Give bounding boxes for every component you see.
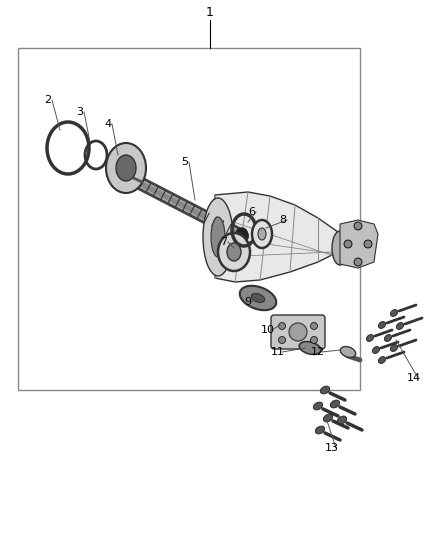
Ellipse shape	[251, 294, 265, 302]
Ellipse shape	[330, 400, 340, 408]
Ellipse shape	[378, 357, 385, 364]
Ellipse shape	[252, 220, 272, 248]
Polygon shape	[215, 192, 345, 282]
Ellipse shape	[390, 310, 398, 317]
Circle shape	[344, 240, 352, 248]
Text: 4: 4	[104, 119, 112, 129]
Ellipse shape	[227, 243, 241, 261]
Text: 14: 14	[407, 373, 421, 383]
FancyBboxPatch shape	[271, 315, 325, 349]
Ellipse shape	[396, 322, 404, 329]
Bar	[18, 48, 360, 390]
Text: 7: 7	[220, 237, 228, 247]
Circle shape	[279, 322, 286, 329]
Ellipse shape	[289, 323, 307, 341]
Circle shape	[354, 222, 362, 230]
Text: 3: 3	[77, 107, 84, 117]
Circle shape	[364, 240, 372, 248]
Text: 12: 12	[311, 347, 325, 357]
Ellipse shape	[240, 286, 276, 310]
Text: 10: 10	[261, 325, 275, 335]
Ellipse shape	[390, 344, 398, 351]
Ellipse shape	[385, 335, 392, 342]
Ellipse shape	[203, 198, 233, 276]
Text: 2: 2	[44, 95, 52, 105]
Ellipse shape	[211, 217, 225, 257]
Text: 8: 8	[279, 215, 286, 225]
Polygon shape	[340, 220, 378, 268]
Circle shape	[311, 336, 318, 343]
Ellipse shape	[323, 414, 333, 422]
Ellipse shape	[315, 426, 325, 434]
Ellipse shape	[258, 228, 266, 240]
Ellipse shape	[218, 233, 250, 271]
Text: 13: 13	[325, 443, 339, 453]
Circle shape	[279, 336, 286, 343]
Text: 11: 11	[271, 347, 285, 357]
Ellipse shape	[378, 321, 385, 328]
Ellipse shape	[366, 335, 374, 342]
Text: 1: 1	[206, 5, 214, 19]
Circle shape	[311, 322, 318, 329]
Text: 6: 6	[248, 207, 255, 217]
Ellipse shape	[299, 342, 321, 354]
Text: 9: 9	[244, 297, 251, 307]
Ellipse shape	[332, 231, 348, 265]
Ellipse shape	[236, 228, 248, 244]
Ellipse shape	[340, 346, 356, 358]
Text: 5: 5	[181, 157, 188, 167]
Ellipse shape	[337, 416, 346, 424]
Ellipse shape	[106, 143, 146, 193]
Ellipse shape	[313, 402, 323, 410]
Ellipse shape	[372, 346, 380, 353]
Ellipse shape	[320, 386, 330, 394]
Circle shape	[354, 258, 362, 266]
Ellipse shape	[116, 155, 136, 181]
